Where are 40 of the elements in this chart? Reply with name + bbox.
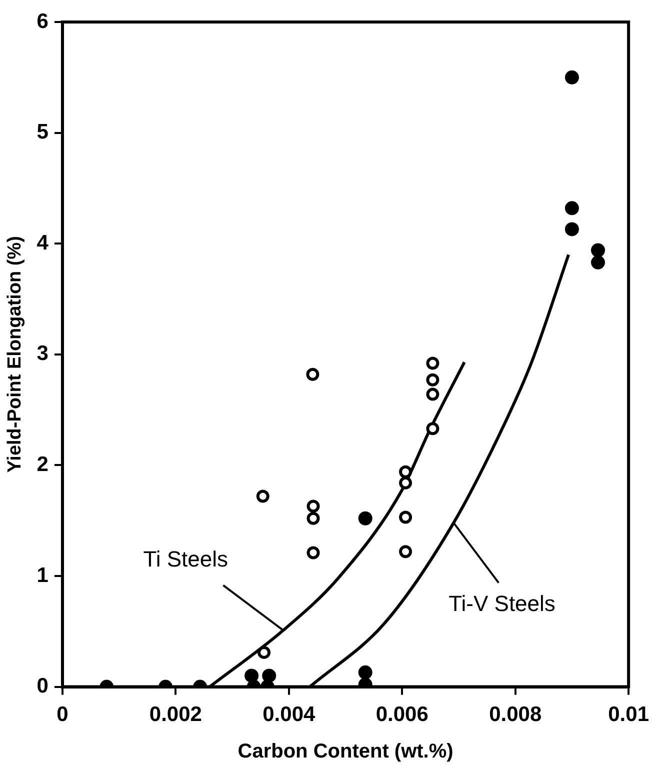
- point: [358, 511, 372, 526]
- x-axis-title: Carbon Content (wt.%): [238, 740, 454, 763]
- x-tick-label: 0: [56, 703, 68, 726]
- point: [258, 646, 271, 659]
- point: [244, 668, 259, 683]
- annotation: Ti-V Steels: [448, 590, 556, 616]
- point: [564, 222, 579, 236]
- y-tick-label: 4: [36, 231, 49, 254]
- y-tick-label: 6: [36, 10, 48, 33]
- point: [426, 356, 440, 370]
- y-tick-label: 3: [36, 342, 48, 366]
- point: [306, 500, 320, 513]
- x-tick-label: 0.01: [608, 703, 650, 726]
- y-axis-title: Yield-Point Elongation (%): [4, 236, 26, 473]
- annotation: Ti Steels: [143, 546, 228, 572]
- point: [306, 512, 320, 525]
- point: [590, 243, 605, 258]
- point: [306, 368, 320, 381]
- point: [426, 388, 440, 401]
- point: [399, 465, 412, 478]
- y-tick-label: 2: [36, 452, 48, 476]
- point: [590, 255, 605, 270]
- point: [564, 201, 579, 216]
- x-tick-label: 0.006: [376, 703, 428, 726]
- point: [564, 70, 579, 84]
- y-tick-label: 5: [36, 120, 49, 144]
- x-tick-label: 0.008: [489, 703, 542, 726]
- point: [426, 373, 440, 386]
- point: [358, 665, 372, 680]
- point: [256, 490, 270, 503]
- point: [399, 545, 412, 558]
- y-tick-label: 0: [36, 674, 48, 698]
- x-tick-label: 0.002: [149, 703, 202, 726]
- y-tick-label: 1: [36, 564, 49, 587]
- x-tick-label: 0.004: [262, 703, 316, 726]
- point: [426, 422, 440, 436]
- point: [399, 476, 412, 490]
- point: [306, 546, 320, 560]
- point: [399, 510, 412, 524]
- point: [262, 668, 276, 683]
